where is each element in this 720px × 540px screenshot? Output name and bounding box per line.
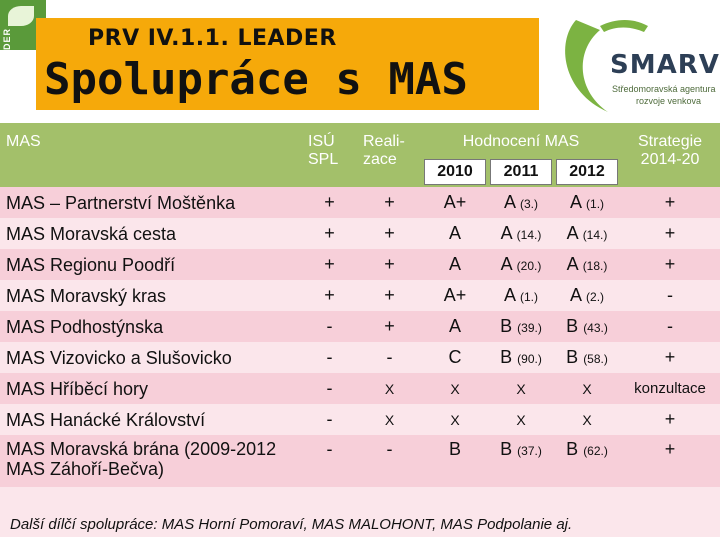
mas-table: MAS ISÚ SPL Reali- zace Hodnocení MAS St… — [0, 123, 720, 537]
isu-value: + — [302, 249, 357, 280]
eval-2010: B — [422, 435, 488, 487]
isu-value: - — [302, 311, 357, 342]
eval-2010: A — [422, 218, 488, 249]
real-value: + — [357, 187, 422, 218]
leaf-icon — [8, 6, 34, 26]
page-subtitle: PRV IV.1.1. LEADER — [88, 26, 337, 51]
mas-name: MAS Regionu Poodří — [0, 249, 302, 280]
strategy-value: + — [620, 249, 720, 280]
mas-name: MAS Moravská brána (2009-2012 MAS Záhoří… — [0, 435, 302, 487]
real-value: + — [357, 311, 422, 342]
col-header-isu: ISÚ SPL — [302, 123, 357, 187]
isu-value: + — [302, 187, 357, 218]
col-header-mas: MAS — [0, 123, 302, 187]
isu-value: - — [302, 342, 357, 373]
table-row: MAS Moravský kras + + A+ A (1.) A (2.) - — [0, 280, 720, 311]
eval-2010: A — [422, 249, 488, 280]
eval-2012: B (58.) — [554, 342, 621, 373]
eval-2010: C — [422, 342, 488, 373]
eval-2011: B (37.) — [488, 435, 554, 487]
smarv-tagline-1: Středomoravská agentura — [612, 84, 716, 94]
eval-2012: X — [554, 404, 621, 435]
real-value: + — [357, 218, 422, 249]
real-value: X — [357, 404, 422, 435]
eval-2010: A — [422, 311, 488, 342]
mas-name: MAS Hříběcí hory — [0, 373, 302, 404]
eval-2011: A (3.) — [488, 187, 554, 218]
eval-2010: X — [422, 404, 488, 435]
table-row: MAS Hříběcí hory - X X X X konzultace — [0, 373, 720, 404]
strategy-value: + — [620, 187, 720, 218]
smarv-tagline-2: rozvoje venkova — [636, 96, 702, 106]
eval-2010: X — [422, 373, 488, 404]
eval-2011: A (20.) — [488, 249, 554, 280]
real-value: - — [357, 435, 422, 487]
eval-2012: B (62.) — [554, 435, 621, 487]
isu-value: - — [302, 373, 357, 404]
mas-name: MAS Moravský kras — [0, 280, 302, 311]
mas-name: MAS Hanácké Království — [0, 404, 302, 435]
col-header-realizace: Reali- zace — [357, 123, 422, 187]
smarv-logo: SMARV Středomoravská agentura rozvoje ve… — [556, 12, 720, 122]
table-row: MAS Moravská brána (2009-2012 MAS Záhoří… — [0, 435, 720, 487]
page-title: Spolupráce s MAS — [44, 54, 468, 105]
year-2012: 2012 — [554, 157, 621, 187]
real-value: X — [357, 373, 422, 404]
eval-2010: A+ — [422, 280, 488, 311]
footer-note: Další dílčí spolupráce: MAS Horní Pomora… — [10, 516, 573, 533]
isu-value: + — [302, 280, 357, 311]
eval-2012: A (2.) — [554, 280, 621, 311]
footer-area — [0, 487, 720, 537]
eval-2012: B (43.) — [554, 311, 621, 342]
table-row: MAS Vizovicko a Slušovicko - - C B (90.)… — [0, 342, 720, 373]
strategy-value: + — [620, 404, 720, 435]
table-row: MAS Moravská cesta + + A A (14.) A (14.)… — [0, 218, 720, 249]
real-value: - — [357, 342, 422, 373]
mas-name: MAS Podhostýnska — [0, 311, 302, 342]
eval-2012: A (1.) — [554, 187, 621, 218]
eval-2011: A (14.) — [488, 218, 554, 249]
table-row: MAS Hanácké Království - X X X X + — [0, 404, 720, 435]
eval-2011: B (90.) — [488, 342, 554, 373]
eval-2012: A (18.) — [554, 249, 621, 280]
isu-value: + — [302, 218, 357, 249]
strategy-value: - — [620, 280, 720, 311]
leader-logo-text: LEADER — [2, 28, 12, 72]
table-row: MAS – Partnerství Moštěnka + + A+ A (3.)… — [0, 187, 720, 218]
table-row: MAS Regionu Poodří + + A A (20.) A (18.)… — [0, 249, 720, 280]
strategy-value: + — [620, 435, 720, 487]
mas-name: MAS – Partnerství Moštěnka — [0, 187, 302, 218]
mas-name: MAS Vizovicko a Slušovicko — [0, 342, 302, 373]
eval-2012: A (14.) — [554, 218, 621, 249]
eval-2011: X — [488, 373, 554, 404]
eval-2011: X — [488, 404, 554, 435]
strategy-value: + — [620, 342, 720, 373]
eval-2011: B (39.) — [488, 311, 554, 342]
isu-value: - — [302, 404, 357, 435]
table-row: MAS Podhostýnska - + A B (39.) B (43.) - — [0, 311, 720, 342]
year-2010: 2010 — [422, 157, 488, 187]
real-value: + — [357, 249, 422, 280]
eval-2010: A+ — [422, 187, 488, 218]
col-header-hodnoceni: Hodnocení MAS — [422, 123, 621, 157]
title-banner — [36, 18, 539, 110]
strategy-value: - — [620, 311, 720, 342]
smarv-name: SMARV — [610, 50, 720, 80]
eval-2011: A (1.) — [488, 280, 554, 311]
eval-2012: X — [554, 373, 621, 404]
strategy-value: + — [620, 218, 720, 249]
real-value: + — [357, 280, 422, 311]
mas-name: MAS Moravská cesta — [0, 218, 302, 249]
swoosh-icon — [565, 20, 648, 112]
year-2011: 2011 — [488, 157, 554, 187]
col-header-strategie: Strategie 2014-20 — [620, 123, 720, 187]
strategy-value: konzultace — [620, 373, 720, 404]
isu-value: - — [302, 435, 357, 487]
